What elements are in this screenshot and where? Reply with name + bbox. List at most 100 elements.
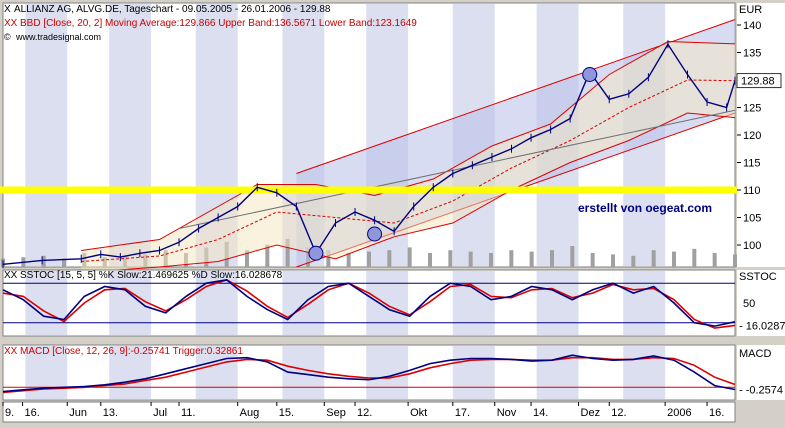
- volume-bar: [631, 255, 636, 267]
- sstoc-stripe: [452, 271, 495, 335]
- price-stripe: [109, 4, 152, 266]
- macd-last-value: - -0.2574: [739, 385, 783, 397]
- volume-bar: [448, 250, 453, 267]
- price-y-tick: 140: [743, 20, 761, 32]
- price-axis-area: [737, 3, 785, 267]
- copyright-icon: ©: [4, 32, 11, 42]
- x-tick-label: Aug: [240, 407, 260, 419]
- volume-bar: [346, 253, 351, 267]
- volume-bar: [265, 244, 270, 267]
- price-y-tick: 120: [743, 130, 761, 142]
- sstoc-axis-label: SSTOC: [739, 271, 777, 283]
- sstoc-legend: SSTOC [15, 5, 5] %K Slow:21.469625 %D Sl…: [20, 270, 283, 281]
- pivot-marker: [308, 245, 324, 261]
- macd-stripe: [452, 346, 495, 399]
- macd-axis-area: [737, 345, 785, 400]
- price-y-tick: 110: [743, 185, 761, 197]
- volume-bar: [367, 251, 371, 267]
- volume-bar: [529, 251, 534, 267]
- volume-bar: [489, 253, 493, 267]
- x-tick-label: 11.: [181, 407, 195, 419]
- pivot-marker: [367, 226, 383, 242]
- volume-bar: [570, 246, 575, 267]
- stochastic-panel: SSTOC 50 - 16.0287: [2, 269, 785, 337]
- volume-bar: [733, 254, 737, 267]
- volume-bar: [509, 250, 514, 267]
- source-label: www.tradesignal.com: [15, 32, 101, 42]
- x-tick-label: 16.: [709, 407, 724, 419]
- price-y-tick: 100: [743, 240, 761, 252]
- last-price-label: 129.88: [741, 76, 775, 88]
- close-marker-sstoc[interactable]: XX: [4, 270, 18, 281]
- x-axis: 9. 16. Jun 13. Jul 11. Aug 15. Sep 12. Okt 17. Nov 14…: [2, 401, 736, 423]
- x-tick-label: 17.: [455, 407, 470, 419]
- price-unit-label: EUR: [739, 4, 762, 16]
- sstoc-axis-area: [737, 270, 785, 336]
- volume-bar: [712, 253, 717, 267]
- volume-bar: [468, 251, 473, 267]
- macd-stripe: [109, 346, 152, 399]
- volume-bar: [387, 250, 392, 267]
- x-tick-label: 12.: [611, 407, 626, 419]
- sstoc-stripe: [536, 271, 579, 335]
- last-price-box: [736, 73, 782, 89]
- x-tick-label: 13.: [103, 407, 118, 419]
- volume-bar: [428, 253, 432, 267]
- macd-stripe: [536, 346, 579, 399]
- x-tick-label: Jun: [69, 407, 87, 419]
- volume-bar: [41, 255, 46, 267]
- close-marker-macd[interactable]: XX: [4, 346, 18, 357]
- header-overlay: X ALLIANZ AG, ALVG.DE, Tageschart - 09.0…: [4, 4, 712, 357]
- x-tick-label: Sep: [326, 407, 346, 419]
- macd-stripe: [195, 346, 238, 399]
- sstoc-stripe: [109, 271, 152, 335]
- price-y-tick: 135: [743, 48, 761, 60]
- x-tick-label: 12.: [357, 407, 372, 419]
- volume-bar: [245, 250, 249, 267]
- level-110-highlight: [0, 186, 737, 194]
- x-tick-label: 2006: [667, 407, 691, 419]
- volume-bar: [407, 247, 412, 267]
- x-tick-label: 9.: [5, 407, 14, 419]
- watermark: erstellt von oegeat.com: [578, 201, 712, 215]
- price-stripe: [25, 4, 68, 266]
- volume-bar: [62, 258, 66, 267]
- close-marker-title[interactable]: X: [4, 4, 11, 15]
- price-y-tick: 105: [743, 213, 761, 225]
- bbd-legend: BBD [Close, 20, 2] Moving Average:129.86…: [20, 18, 417, 29]
- x-tick-label: Jul: [153, 407, 167, 419]
- x-axis-strip: [2, 401, 736, 423]
- trendline: [178, 109, 736, 229]
- price-y-tick: 125: [743, 103, 761, 115]
- volume-bar: [590, 253, 595, 267]
- macd-panel: MACD - -0.2574: [2, 344, 785, 401]
- macd-stripe: [623, 346, 666, 399]
- price-panel: 100105110115120125130135140EUR129.88: [0, 2, 785, 273]
- volume-bar: [611, 254, 615, 267]
- x-tick-label: Nov: [497, 407, 517, 419]
- x-tick-label: 16.: [25, 407, 40, 419]
- volume-bar: [326, 250, 331, 267]
- x-tick-label: 14.: [533, 407, 548, 419]
- sstoc-k-line: [2, 279, 736, 327]
- macd-line: [2, 354, 736, 393]
- sstoc-stripe: [623, 271, 666, 335]
- x-tick-label: Dez: [581, 407, 601, 419]
- pivot-marker: [582, 67, 598, 82]
- sstoc-stripe: [282, 271, 325, 335]
- sstoc-d-line: [2, 279, 736, 329]
- x-tick-label: 15.: [279, 407, 294, 419]
- volume-bar: [285, 239, 290, 267]
- volume-bar: [651, 250, 656, 267]
- volume-bar: [692, 248, 697, 267]
- lower-band-line: [81, 112, 736, 273]
- macd-legend: MACD [Close, 12, 26, 9]:-0.25741 Trigger…: [20, 346, 243, 357]
- volume-bar: [672, 251, 676, 267]
- sstoc-last-value: - 16.0287: [739, 320, 785, 332]
- x-tick-label: Okt: [410, 407, 427, 419]
- close-marker-bbd[interactable]: XX: [4, 18, 18, 29]
- sstoc-stripe: [366, 271, 409, 335]
- sstoc-y-tick: 50: [743, 298, 755, 310]
